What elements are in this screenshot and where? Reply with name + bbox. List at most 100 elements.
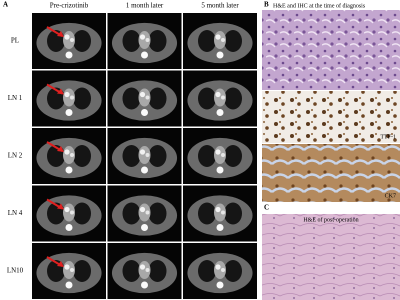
ct-vessel (70, 38, 74, 42)
ct-vertebra (65, 281, 73, 289)
ct-vessel (221, 38, 225, 42)
ct-vessel (139, 149, 146, 155)
title-box (270, 1, 400, 10)
ct-scan (32, 243, 106, 299)
ct-vessel (145, 268, 150, 272)
ct-vessel (139, 91, 146, 98)
ct-lung (122, 260, 141, 282)
ct-lung (73, 87, 91, 110)
ct-vessel (70, 153, 74, 157)
ct-vertebra (65, 224, 73, 231)
ct-vessel (221, 210, 225, 215)
row-label: LN 4 (8, 209, 23, 217)
ct-scan (183, 70, 257, 127)
ct-lung (148, 202, 167, 225)
red-arrow-head (57, 203, 64, 210)
ct-vessel (145, 95, 150, 100)
stain-label: TTF-1 (380, 134, 396, 140)
ct-scan (183, 13, 257, 69)
ck7-image (262, 144, 400, 202)
ct-scan (107, 70, 182, 127)
ct-vessel (215, 149, 221, 155)
ct-vessel (64, 206, 70, 213)
ct-lung (73, 202, 91, 225)
ct-lung (148, 145, 167, 167)
stain-label: CK7 (385, 193, 396, 199)
ct-vertebra (216, 109, 224, 116)
ct-scan (32, 13, 106, 69)
ct-lung (148, 260, 167, 282)
ct-vessel (221, 268, 225, 272)
ct-lung (224, 87, 242, 110)
ct-lung (224, 202, 242, 225)
ct-vessel (64, 91, 70, 98)
ct-lung (198, 145, 216, 167)
ttf1-image (262, 91, 400, 143)
ct-scan (32, 128, 106, 184)
row-label: LN 2 (8, 152, 23, 160)
ct-vertebra (216, 51, 224, 59)
ct-vertebra (141, 166, 148, 174)
ct-lung (122, 145, 141, 167)
panel-title: H&E and IHC at the time of diagnosis (273, 2, 366, 9)
panel-label: C (264, 204, 269, 212)
panel-label: B (264, 1, 269, 9)
red-arrow-head (57, 261, 64, 267)
ct-vessel (70, 210, 74, 215)
panel-title: H&E of post-operation (303, 216, 358, 223)
he-image (262, 10, 400, 90)
ct-lung (198, 260, 216, 282)
red-arrow-head (57, 88, 64, 95)
column-header: 1 month later (126, 2, 164, 10)
ct-lung (73, 145, 91, 167)
ct-vessel (145, 153, 150, 157)
ct-scan (32, 70, 106, 127)
ct-scan (183, 243, 257, 299)
ct-vessel (70, 95, 74, 100)
ct-vertebra (141, 109, 148, 116)
ct-vertebra (65, 109, 73, 116)
ct-lung (148, 87, 167, 110)
column-header: Pre-crizotinib (50, 2, 89, 10)
ct-lung (198, 202, 216, 225)
ct-grid: Pre-crizotinib 1 month later 5 month later… (7, 2, 257, 299)
ct-scan (107, 185, 182, 242)
ct-scan (183, 185, 257, 242)
ct-vertebra (216, 166, 224, 174)
ct-vessel (70, 268, 74, 272)
ct-vertebra (65, 166, 73, 174)
ct-lung (73, 30, 91, 52)
ct-vessel (64, 149, 70, 155)
ct-vertebra (65, 51, 73, 59)
ct-lung (122, 87, 141, 110)
ct-lung (148, 30, 167, 52)
ct-scan (107, 13, 182, 69)
ct-vessel (221, 153, 225, 157)
ct-vessel (139, 206, 146, 213)
row-label: LN 1 (8, 94, 23, 102)
ct-vessel (215, 91, 221, 98)
ct-lung (224, 145, 242, 167)
he-post-image (262, 214, 400, 300)
ct-vessel (139, 34, 146, 40)
ct-lung (224, 30, 242, 52)
ct-lung (198, 87, 216, 110)
ct-vessel (145, 210, 150, 215)
ct-vessel (64, 264, 70, 270)
ct-vertebra (141, 281, 148, 289)
row-label: LN10 (7, 267, 24, 275)
ct-lung (122, 30, 141, 52)
ct-lung (122, 202, 141, 225)
ct-scan (32, 185, 106, 242)
ct-vertebra (216, 224, 224, 231)
row-label: PL (11, 37, 19, 45)
red-arrow-head (57, 31, 64, 37)
ct-vessel (139, 264, 146, 270)
column-header: 5 month later (201, 2, 239, 10)
ct-vessel (215, 206, 221, 213)
ct-vessel (64, 34, 70, 40)
ct-vessel (221, 95, 225, 100)
ct-vertebra (141, 224, 148, 231)
